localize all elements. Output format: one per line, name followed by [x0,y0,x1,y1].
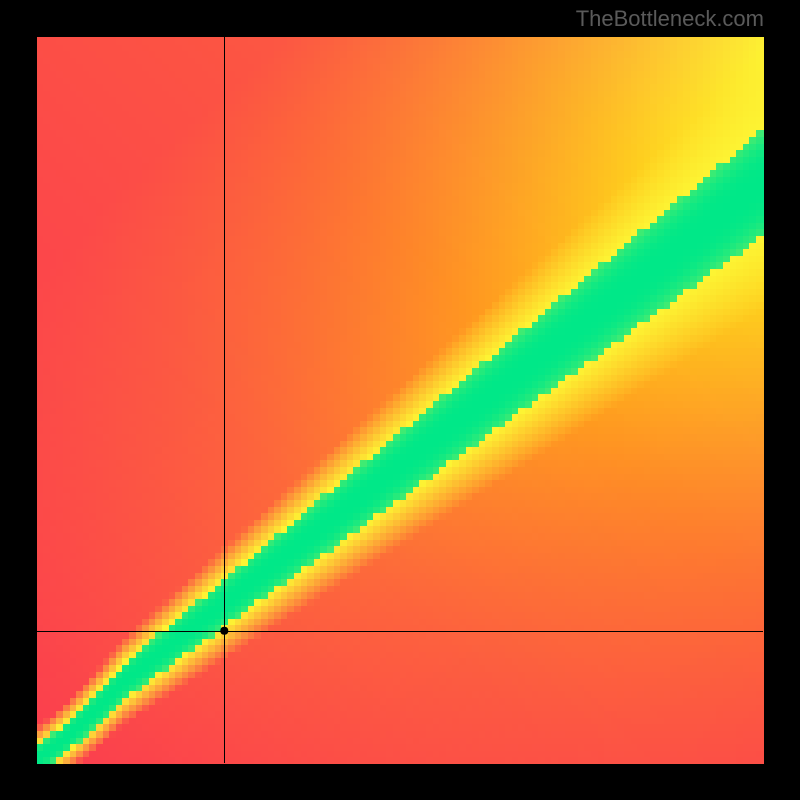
chart-container: { "attribution": "TheBottleneck.com", "a… [0,0,800,800]
bottleneck-heatmap [0,0,800,800]
attribution-text: TheBottleneck.com [576,6,764,32]
